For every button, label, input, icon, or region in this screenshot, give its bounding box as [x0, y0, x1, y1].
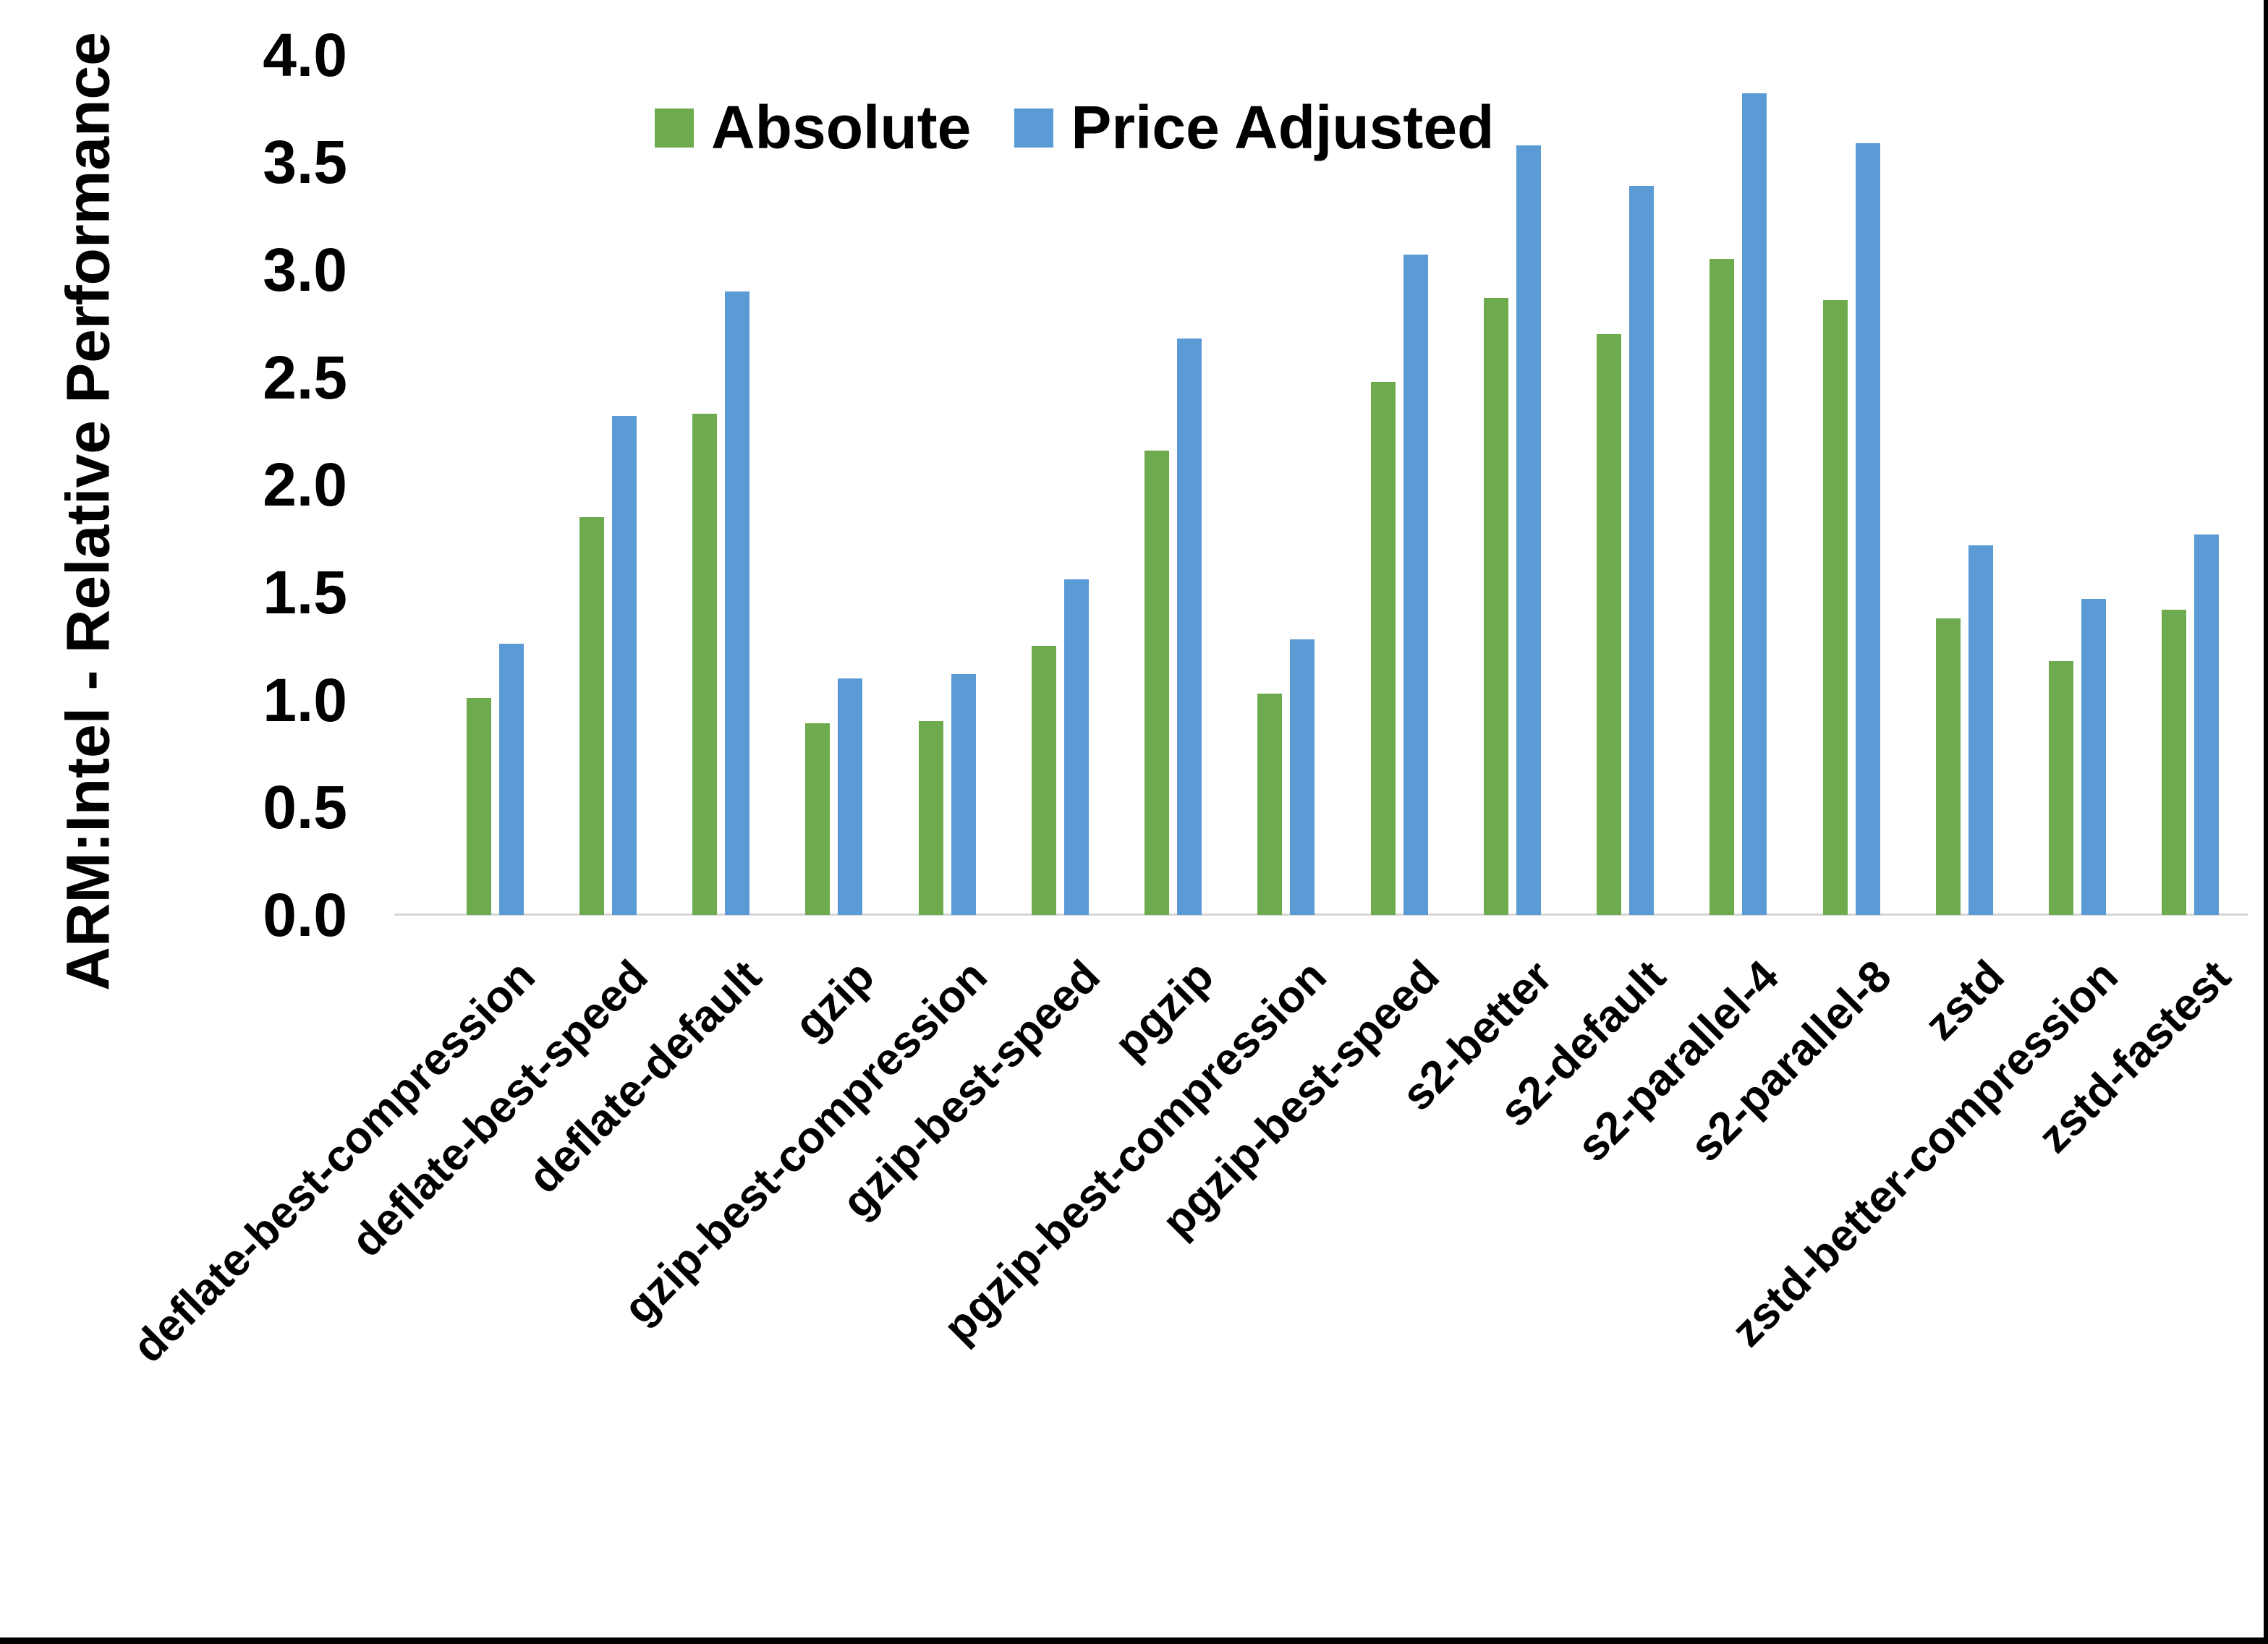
window-right-border [2264, 0, 2268, 1644]
bar-price-adjusted-gzip-best-compression [951, 674, 976, 915]
y-tick-label-2.5: 2.5 [263, 343, 347, 412]
bar-price-adjusted-zstd [1968, 545, 1993, 915]
y-axis-title: ARM:Intel - Relative Performance [54, 32, 122, 991]
y-tick-label-3.0: 3.0 [263, 236, 347, 304]
bar-price-adjusted-deflate-best-compression [499, 644, 524, 915]
bar-price-adjusted-pgzip [1177, 338, 1202, 915]
y-tick-label-3.5: 3.5 [263, 128, 347, 197]
bar-price-adjusted-pgzip-best-compression [1290, 639, 1314, 915]
bar-price-adjusted-s2-parallel-4 [1742, 93, 1767, 915]
bar-absolute-pgzip-best-speed [1371, 382, 1396, 915]
bar-absolute-s2-parallel-8 [1823, 300, 1848, 915]
bar-price-adjusted-zstd-better-compression [2081, 599, 2106, 915]
bar-absolute-deflate-best-compression [467, 698, 491, 915]
window-bottom-border [0, 1637, 2268, 1644]
legend-item-absolute: Absolute [655, 93, 971, 163]
y-tick-label-1.5: 1.5 [263, 558, 347, 627]
bar-absolute-s2-default [1597, 334, 1621, 915]
bar-absolute-zstd-better-compression [2049, 661, 2073, 915]
bar-price-adjusted-s2-default [1629, 186, 1654, 915]
bar-price-adjusted-deflate-best-speed [612, 416, 637, 915]
bar-absolute-deflate-best-speed [579, 517, 604, 915]
bar-absolute-zstd-fastest [2162, 610, 2186, 915]
legend-swatch-absolute [655, 108, 694, 148]
bar-absolute-s2-parallel-4 [1710, 259, 1734, 915]
bar-price-adjusted-gzip-best-speed [1064, 579, 1089, 915]
bar-absolute-gzip-best-speed [1032, 646, 1056, 915]
y-tick-label-2.0: 2.0 [263, 451, 347, 519]
bar-absolute-pgzip [1144, 451, 1169, 915]
y-tick-label-0.0: 0.0 [263, 881, 347, 949]
bar-absolute-gzip-best-compression [919, 721, 943, 915]
bar-absolute-zstd [1936, 618, 1961, 915]
legend-label-price-adjusted: Price Adjusted [1071, 93, 1495, 161]
bar-absolute-deflate-default [692, 414, 717, 915]
y-tick-label-1.0: 1.0 [263, 665, 347, 734]
x-axis-line [394, 913, 2248, 916]
bar-price-adjusted-deflate-default [725, 291, 749, 915]
bar-absolute-pgzip-best-compression [1257, 694, 1282, 915]
bar-price-adjusted-pgzip-best-speed [1403, 255, 1428, 915]
bar-absolute-gzip [805, 723, 830, 915]
bar-price-adjusted-gzip [838, 678, 862, 915]
legend-swatch-price-adjusted [1014, 108, 1054, 148]
bar-absolute-s2-better [1484, 298, 1508, 915]
bar-price-adjusted-s2-parallel-8 [1856, 143, 1880, 915]
y-tick-label-0.5: 0.5 [263, 773, 347, 842]
legend: Absolute Price Adjusted [655, 93, 1494, 163]
bar-price-adjusted-zstd-fastest [2194, 534, 2219, 915]
bar-price-adjusted-s2-better [1516, 145, 1541, 915]
y-tick-label-4.0: 4.0 [263, 20, 347, 89]
legend-item-price-adjusted: Price Adjusted [1014, 93, 1494, 163]
legend-label-absolute: Absolute [711, 93, 972, 161]
